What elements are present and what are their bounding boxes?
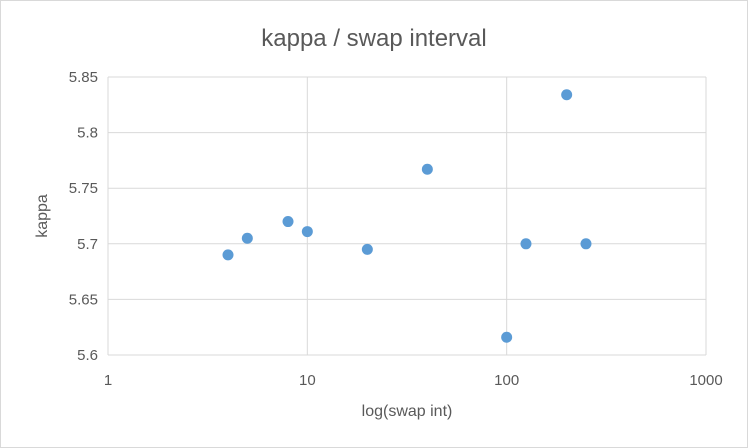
data-point: [561, 89, 573, 101]
grid-lines: [107, 76, 707, 356]
y-tick-label: 5.85: [69, 69, 98, 86]
y-tick-label: 5.8: [77, 125, 98, 142]
data-point: [421, 163, 433, 175]
y-tick-label: 5.75: [69, 180, 98, 197]
x-tick-label: 1: [104, 372, 112, 389]
x-tick-label: 100: [494, 372, 519, 389]
data-point: [241, 232, 253, 244]
data-point: [222, 249, 234, 261]
tick-labels: 5.6 5.65 5.7 5.75 5.8 5.85 1 10 100 1000: [69, 69, 723, 389]
y-tick-label: 5.65: [69, 291, 98, 308]
x-tick-label: 1000: [689, 372, 722, 389]
data-point: [301, 226, 313, 238]
data-point: [501, 331, 513, 343]
data-points: [222, 89, 592, 343]
y-tick-label: 5.7: [77, 236, 98, 253]
x-tick-label: 10: [299, 372, 316, 389]
data-point: [520, 238, 532, 250]
data-point: [580, 238, 592, 250]
x-axis-label: log(swap int): [362, 403, 453, 420]
data-point: [361, 243, 373, 255]
y-axis-label: kappa: [34, 194, 51, 238]
data-point: [282, 216, 294, 228]
y-tick-label: 5.6: [77, 347, 98, 364]
chart-title: kappa / swap interval: [261, 25, 486, 52]
